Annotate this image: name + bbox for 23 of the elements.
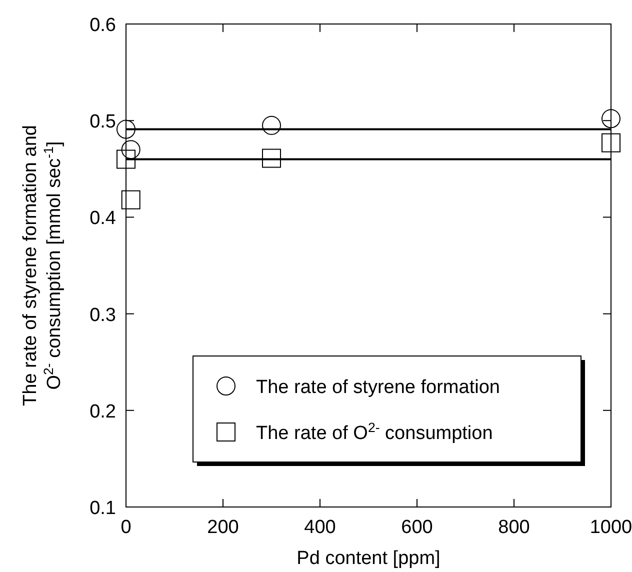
point xyxy=(602,109,620,128)
point xyxy=(116,120,136,139)
point xyxy=(121,140,140,160)
x-tick-label: 200 xyxy=(207,517,239,538)
y-tick-label: 0.5 xyxy=(90,112,116,133)
y-tick-label: 0.3 xyxy=(90,304,116,326)
legend-label: The rate of O$^{2-}$ consumption xyxy=(256,420,493,444)
point xyxy=(602,133,620,152)
x-tick-label: 0 xyxy=(120,517,132,538)
x-tick-label: 800 xyxy=(498,517,530,538)
point xyxy=(121,190,140,210)
point xyxy=(116,150,136,169)
x-tick-label: 600 xyxy=(401,517,433,538)
y-tick-label: 0.4 xyxy=(90,208,116,230)
point xyxy=(262,148,281,168)
x-tick-label: 1000 xyxy=(590,517,632,538)
y-tick-label: 0.1 xyxy=(90,498,116,519)
x-axis-title: Pd content [ppm] xyxy=(296,548,440,569)
y-tick-label: 0.2 xyxy=(90,401,116,422)
x-tick-label: 400 xyxy=(304,517,336,538)
legend-label: The rate of styrene formation xyxy=(256,377,500,398)
y-tick-label: 0.6 xyxy=(90,15,116,36)
point xyxy=(262,116,281,135)
